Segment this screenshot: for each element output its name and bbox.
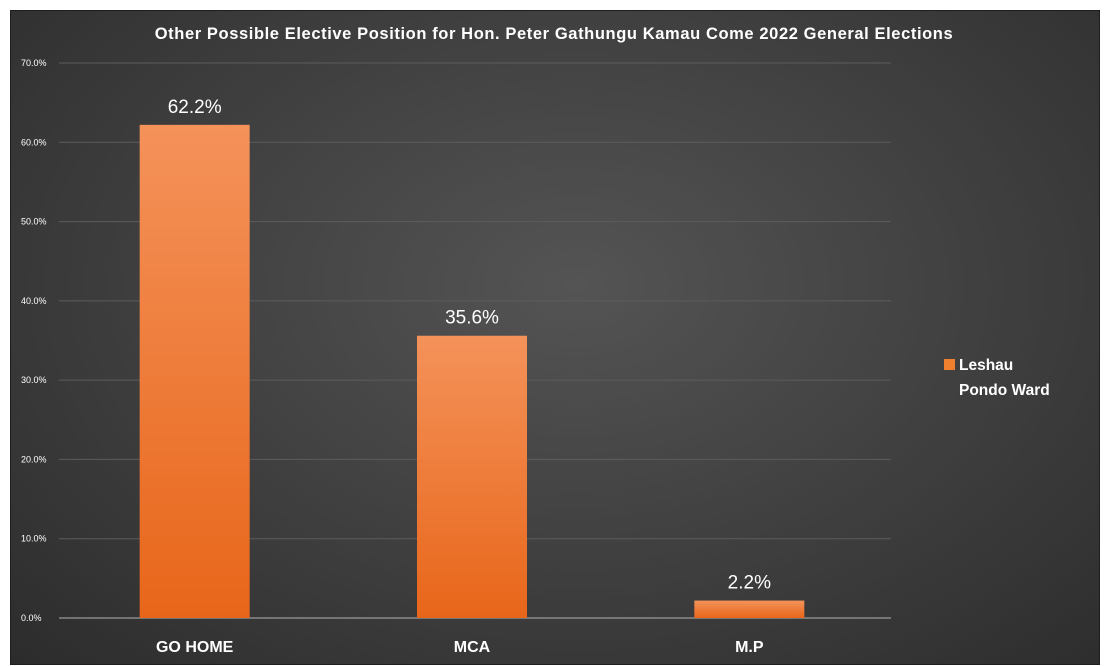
bar	[139, 124, 250, 618]
x-axis-categories: GO HOME MCA M.P	[156, 639, 764, 656]
y-tick-label: 20.0%	[21, 454, 47, 464]
data-label: 2.2%	[728, 573, 771, 594]
y-tick-label: 40.0%	[21, 296, 47, 306]
bar	[694, 600, 805, 618]
legend-swatch	[944, 359, 955, 370]
legend: Leshau Pondo Ward	[944, 357, 1050, 399]
bar-chart: Other Possible Elective Position for Hon…	[21, 25, 1050, 656]
y-axis-ticks: 0.0% 10.0% 20.0% 30.0% 40.0% 50.0% 60.0% 70.0%	[21, 58, 47, 623]
y-tick-label: 60.0%	[21, 137, 47, 147]
chart-frame: Other Possible Elective Position for Hon…	[10, 10, 1100, 665]
legend-label-line-2: Pondo Ward	[959, 382, 1050, 399]
y-tick-label: 30.0%	[21, 375, 47, 385]
data-labels: 62.2% 35.6% 2.2%	[168, 97, 771, 594]
y-tick-label: 70.0%	[21, 58, 47, 68]
data-label: 35.6%	[445, 308, 499, 329]
data-label: 62.2%	[168, 97, 222, 118]
y-tick-label: 0.0%	[21, 613, 42, 623]
y-tick-label: 10.0%	[21, 534, 47, 544]
x-category-label: GO HOME	[156, 639, 234, 656]
legend-label-line-1: Leshau	[959, 357, 1013, 374]
chart-title: Other Possible Elective Position for Hon…	[155, 25, 954, 43]
y-tick-label: 50.0%	[21, 217, 47, 227]
bar	[417, 335, 527, 618]
x-category-label: MCA	[454, 639, 491, 656]
x-category-label: M.P	[735, 639, 764, 656]
bars	[139, 124, 805, 618]
